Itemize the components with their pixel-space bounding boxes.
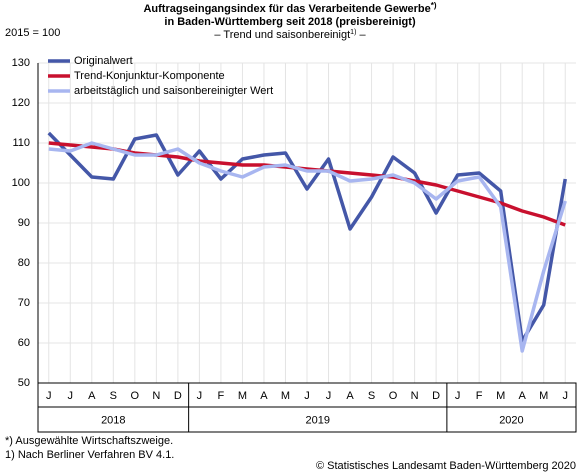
y-tick-label: 90 <box>18 217 30 229</box>
y-tick-label: 70 <box>18 297 30 309</box>
x-tick-label: A <box>88 390 96 402</box>
y-tick-label: 60 <box>18 337 30 349</box>
title-line: Auftragseingangsindex für das Verarbeite… <box>143 3 430 15</box>
x-tick-label: J <box>197 390 203 402</box>
title-mark: *) <box>431 1 437 10</box>
y-axis-label: 2015 = 100 <box>5 27 60 39</box>
chart-title: in Baden-Württemberg seit 2018 (preisber… <box>164 16 416 28</box>
series-line <box>48 141 567 353</box>
x-tick-label: J <box>326 390 332 402</box>
x-tick-label: J <box>304 390 310 402</box>
subtitle-text: – Trend und saisonbereinigt <box>214 29 350 41</box>
x-tick-label: A <box>260 390 268 402</box>
subtitle-mark: 1) <box>350 29 356 36</box>
x-tick-label: M <box>539 390 548 402</box>
x-tick-label: O <box>131 390 140 402</box>
legend-label: arbeitstäglich und saisonbereinigter Wer… <box>74 85 273 97</box>
x-tick-label: A <box>346 390 354 402</box>
x-tick-label: M <box>281 390 290 402</box>
y-tick-label: 80 <box>18 257 30 269</box>
x-tick-label: M <box>238 390 247 402</box>
x-tick-label: J <box>455 390 461 402</box>
x-tick-label: D <box>174 390 182 402</box>
x-tick-label: S <box>368 390 375 402</box>
x-tick-label: J <box>562 390 568 402</box>
x-tick-label: M <box>496 390 505 402</box>
x-tick-label: F <box>218 390 225 402</box>
series-line <box>48 141 566 227</box>
x-group-label: 2019 <box>306 414 330 426</box>
x-tick-label: J <box>68 390 74 402</box>
y-tick-label: 120 <box>12 97 30 109</box>
legend-label: Originalwert <box>74 55 133 67</box>
y-tick-label: 50 <box>18 377 30 389</box>
chart-title: Auftragseingangsindex für das Verarbeite… <box>143 1 436 15</box>
y-tick-label: 130 <box>12 57 30 69</box>
y-tick-label: 100 <box>12 177 30 189</box>
chart-subtitle: – Trend und saisonbereinigt1) – <box>214 29 366 41</box>
x-tick-label: F <box>476 390 483 402</box>
x-group-label: 2020 <box>499 414 523 426</box>
x-tick-label: A <box>519 390 527 402</box>
x-tick-label: S <box>110 390 117 402</box>
x-tick-label: D <box>432 390 440 402</box>
footnote: 1) Nach Berliner Verfahren BV 4.1. <box>5 449 174 461</box>
legend-label: Trend-Konjunktur-Komponente <box>74 70 225 82</box>
x-tick-label: N <box>152 390 160 402</box>
series-line <box>47 131 567 343</box>
x-group-label: 2018 <box>101 414 125 426</box>
x-tick-label: O <box>389 390 398 402</box>
subtitle-end: – <box>356 29 366 41</box>
x-tick-label: J <box>46 390 52 402</box>
source: © Statistisches Landesamt Baden-Württemb… <box>316 460 576 472</box>
y-tick-label: 110 <box>12 137 30 149</box>
x-tick-label: N <box>411 390 419 402</box>
footnote: *) Ausgewählte Wirtschaftszweige. <box>5 435 173 447</box>
